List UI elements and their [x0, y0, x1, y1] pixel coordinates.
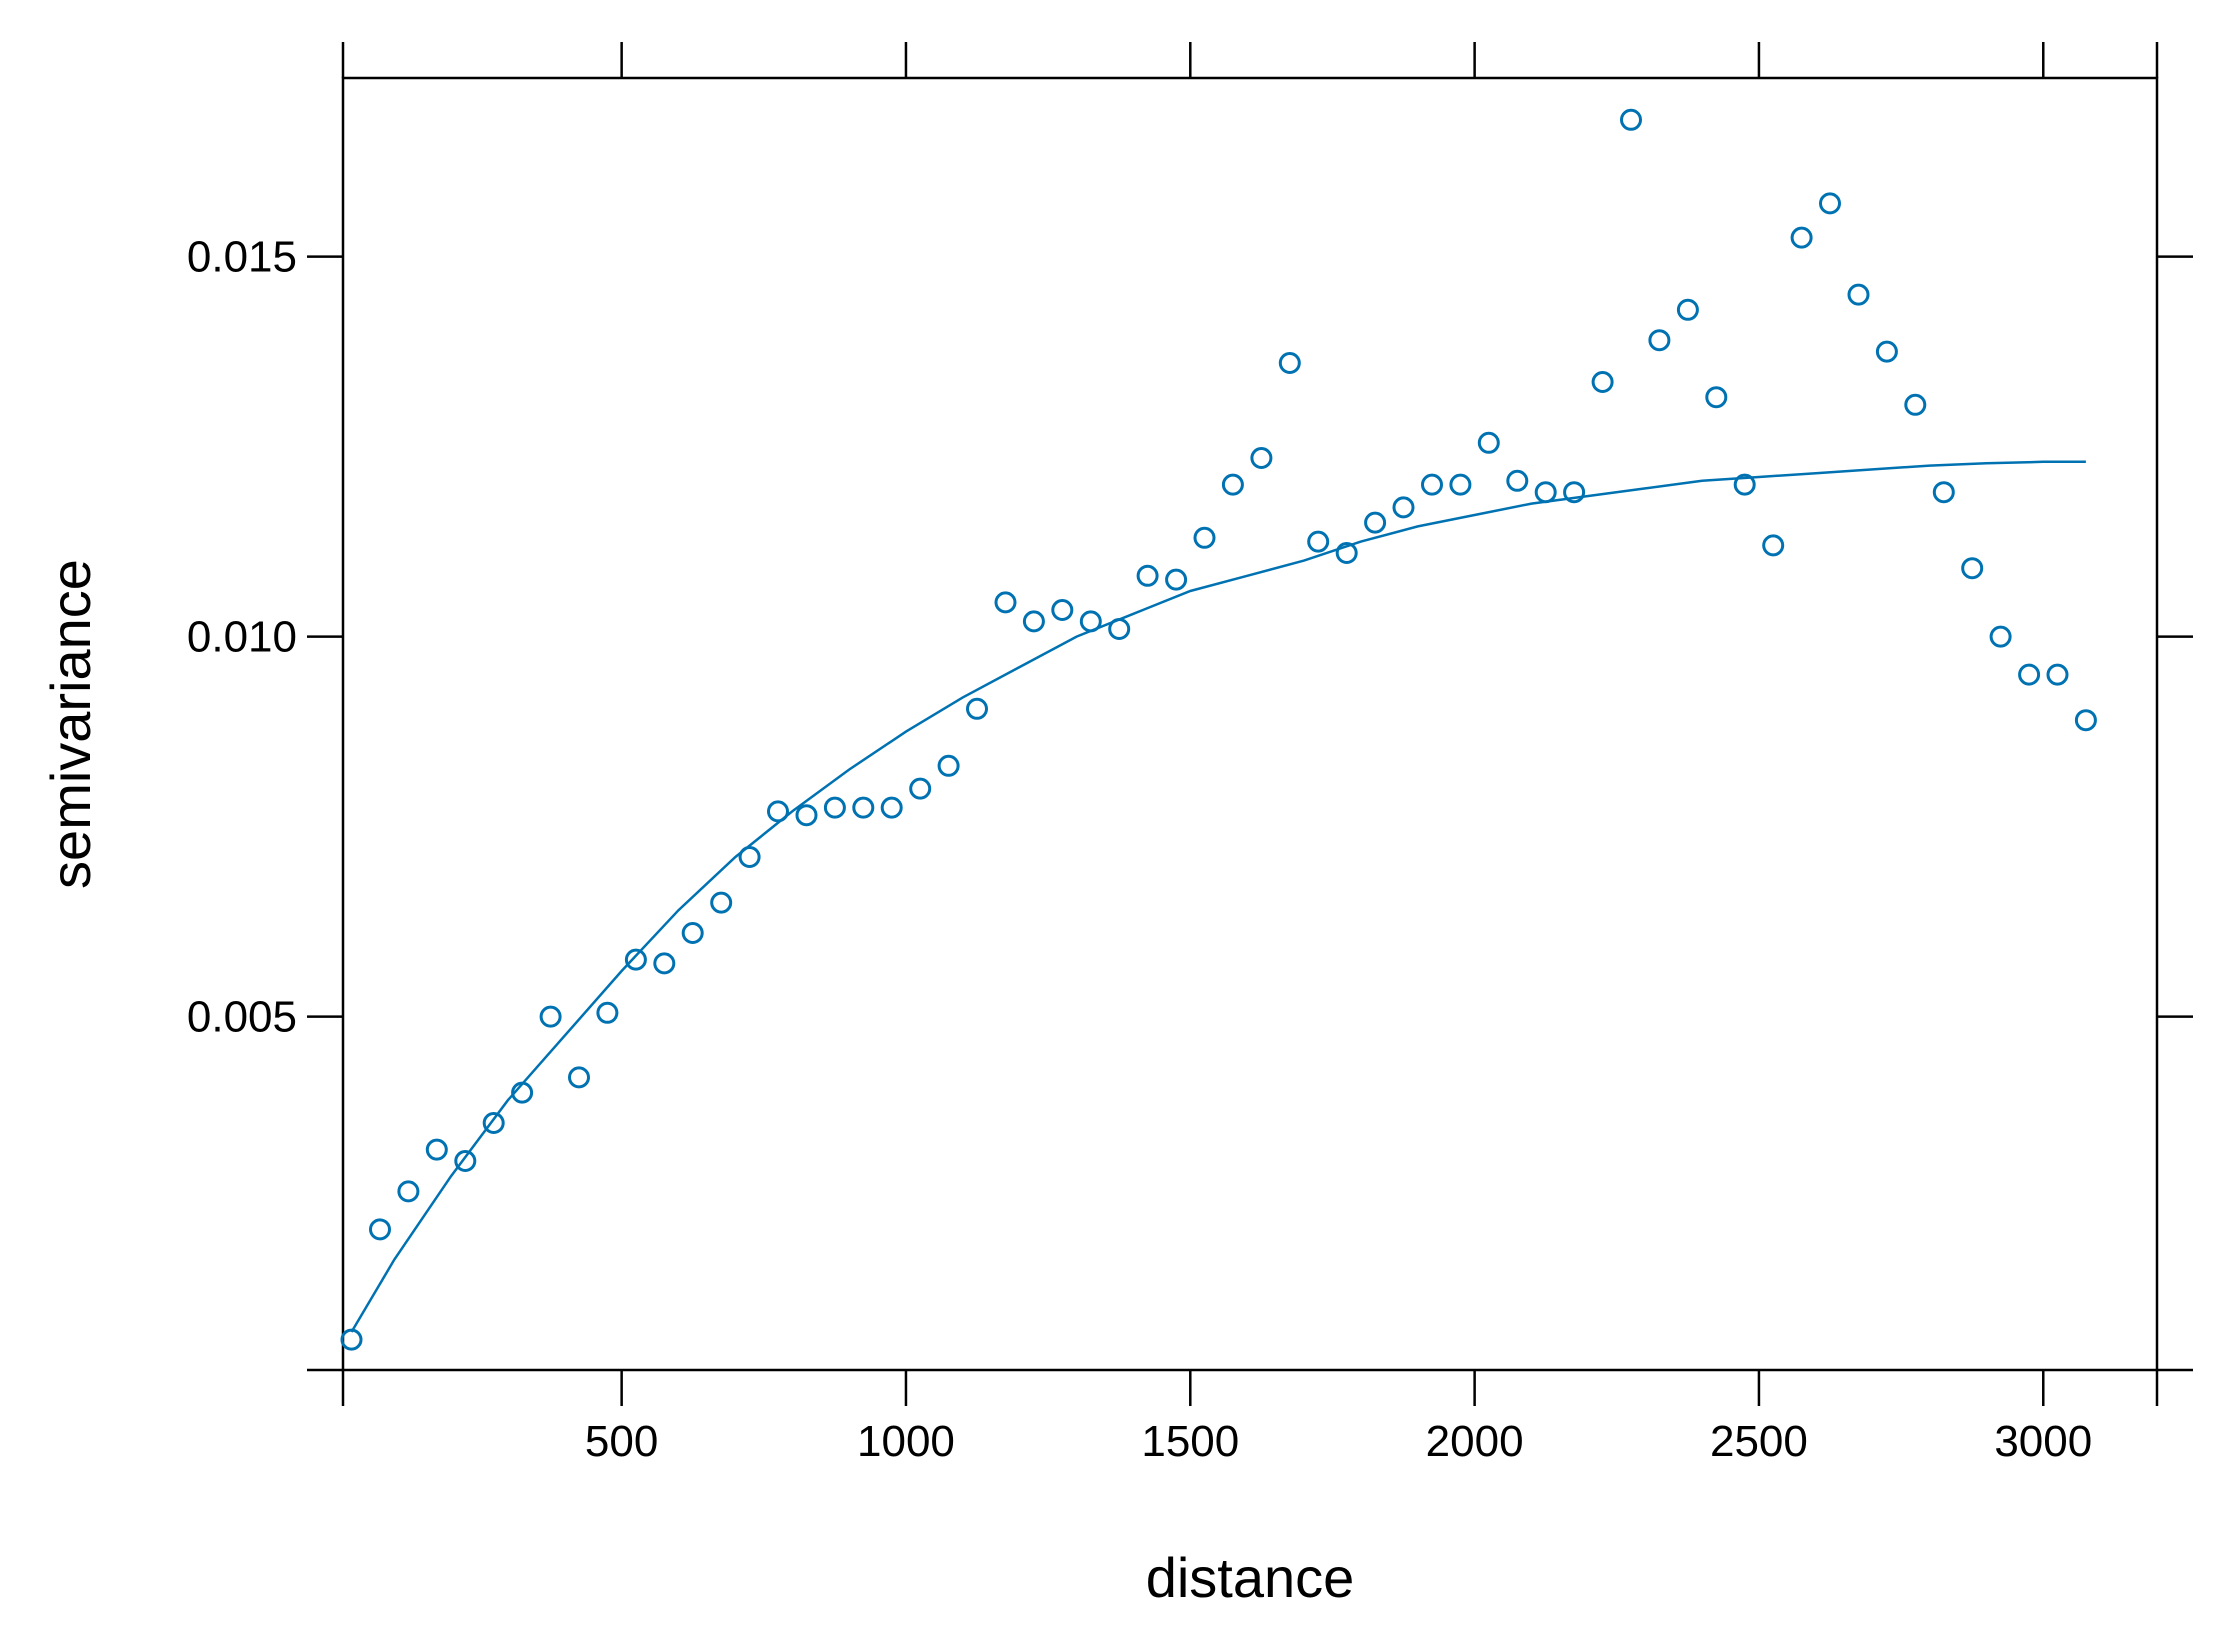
data-point [880, 796, 903, 819]
data-point [369, 1218, 391, 1241]
y-tick-label: 0.010 [187, 613, 297, 662]
data-point [966, 697, 988, 720]
data-point [1193, 526, 1216, 549]
data-point [852, 796, 875, 819]
data-point [1676, 298, 1699, 321]
data-point [2018, 663, 2041, 686]
y-axis-title: semivariance [39, 559, 102, 889]
data-point [767, 800, 789, 823]
data-point [1875, 340, 1898, 363]
plot-frame [341, 76, 2159, 1372]
data-point [1932, 481, 1955, 504]
data-point [1051, 599, 1074, 621]
data-point [1278, 352, 1301, 374]
data-point [909, 777, 932, 800]
y-tick-label: 0.015 [187, 233, 297, 282]
axis-ticks [307, 42, 2193, 1406]
data-point [1762, 534, 1785, 557]
x-tick-label: 1000 [857, 1417, 955, 1466]
data-point [1819, 192, 1841, 215]
data-point [1221, 473, 1244, 496]
data-point [1847, 283, 1870, 306]
data-point [1449, 473, 1472, 496]
data-point [539, 1005, 562, 1028]
data-point [1961, 557, 1984, 580]
data-point [653, 952, 676, 975]
data-point [482, 1112, 505, 1134]
data-point [1421, 473, 1443, 496]
data-point [1250, 447, 1273, 469]
data-point [795, 804, 818, 827]
data-point [596, 1001, 619, 1024]
data-point [1335, 542, 1358, 564]
data-point [1591, 371, 1614, 393]
data-point [710, 891, 733, 914]
data-point [1079, 610, 1102, 633]
data-point [511, 1081, 534, 1104]
data-point [1392, 496, 1415, 519]
data-point [425, 1138, 448, 1161]
data-point [568, 1066, 590, 1089]
data-point [1108, 618, 1131, 640]
data-point [681, 922, 704, 944]
data-point [1477, 431, 1500, 454]
data-point [1136, 564, 1159, 587]
data-points [340, 108, 2097, 1351]
data-point [624, 948, 647, 971]
data-point [454, 1150, 477, 1172]
data-point [1790, 226, 1813, 249]
data-point [1165, 568, 1188, 591]
data-point [2074, 709, 2097, 732]
x-tick-label: 500 [585, 1417, 658, 1466]
data-point [1733, 473, 1756, 496]
data-point [2046, 663, 2069, 686]
fitted-model-line [350, 460, 2086, 1333]
x-tick-label: 3000 [1994, 1417, 2092, 1466]
data-point [823, 796, 846, 819]
data-point [340, 1328, 363, 1351]
x-tick-label: 1500 [1141, 1417, 1239, 1466]
data-point [1563, 481, 1586, 504]
data-point [1307, 530, 1330, 553]
x-axis-title: distance [1146, 1546, 1355, 1609]
data-point [1904, 393, 1927, 416]
data-point [397, 1180, 420, 1203]
axis-tick-labels: 500 1000 1500 2000 2500 3000 0.005 0.010 0.015 [187, 233, 2092, 1466]
data-point [994, 591, 1017, 614]
data-point [1506, 469, 1529, 492]
data-point [1022, 610, 1045, 633]
x-tick-label: 2500 [1710, 1417, 1808, 1466]
data-point [1534, 481, 1557, 504]
data-point [1648, 329, 1671, 352]
data-point [1364, 511, 1387, 534]
data-point [937, 754, 960, 777]
data-point [1989, 625, 2012, 648]
data-point [1705, 386, 1728, 409]
x-tick-label: 2000 [1426, 1417, 1524, 1466]
data-point [738, 846, 761, 868]
y-tick-label: 0.005 [187, 993, 297, 1042]
data-point [1620, 108, 1642, 131]
